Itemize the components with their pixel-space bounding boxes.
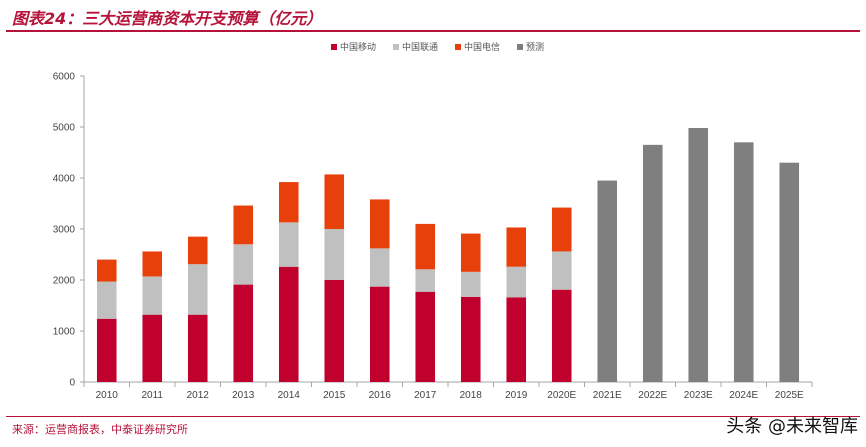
- x-tick-label: 2014: [278, 390, 301, 401]
- bar-segment: [324, 174, 345, 229]
- y-tick-label: 6000: [53, 72, 76, 83]
- x-tick-label: 2017: [414, 390, 437, 401]
- x-tick-label: 2012: [187, 390, 210, 401]
- footer-divider: [6, 416, 860, 417]
- legend-label: 预测: [526, 42, 544, 53]
- bar-segment: [460, 271, 481, 297]
- y-tick-label: 1000: [53, 327, 76, 338]
- y-tick-label: 2000: [53, 276, 76, 287]
- bar-segment: [506, 297, 527, 382]
- bar-segment: [506, 227, 527, 267]
- bar-segment: [506, 266, 527, 298]
- bar-segment: [142, 276, 163, 315]
- bar-segment: [324, 229, 345, 280]
- x-tick-label: 2025E: [775, 390, 804, 401]
- bar-segment: [233, 205, 254, 245]
- legend-swatch: [517, 44, 523, 50]
- bar-segment: [187, 236, 208, 265]
- x-tick-label: 2016: [369, 390, 392, 401]
- chart-title: 图表24：三大运营商资本开支预算（亿元）: [12, 9, 323, 28]
- legend-label: 中国电信: [464, 41, 500, 53]
- bar-segment: [187, 264, 208, 315]
- bar-segment: [142, 251, 163, 277]
- bar-segment: [688, 128, 709, 382]
- bar-segment: [369, 199, 390, 249]
- bar-segment: [779, 162, 800, 382]
- bar-segment: [642, 144, 663, 382]
- bar-segment: [415, 291, 436, 382]
- bar-segment: [187, 314, 208, 382]
- bar-segment: [96, 259, 117, 282]
- bar-segment: [551, 207, 572, 252]
- x-tick-label: 2024E: [729, 390, 758, 401]
- x-tick-label: 2023E: [684, 390, 713, 401]
- legend-label: 中国联通: [402, 41, 438, 53]
- legend-swatch: [393, 44, 399, 50]
- watermark: 头条 @未来智库: [726, 416, 858, 437]
- y-tick-label: 4000: [53, 174, 76, 185]
- bar-segment: [460, 233, 481, 272]
- x-tick-label: 2018: [460, 390, 483, 401]
- bar-segment: [369, 286, 390, 382]
- bar-segment: [597, 180, 618, 382]
- bar-segment: [96, 318, 117, 382]
- x-tick-label: 2013: [232, 390, 255, 401]
- x-tick-label: 2015: [323, 390, 346, 401]
- bar-segment: [551, 289, 572, 382]
- bar-segment: [324, 280, 345, 382]
- bar-segment: [460, 296, 481, 382]
- bar-segment: [278, 222, 299, 267]
- legend-label: 中国移动: [340, 41, 376, 53]
- bar-segment: [278, 182, 299, 223]
- x-tick-label: 2021E: [593, 390, 622, 401]
- x-tick-label: 2019: [505, 390, 528, 401]
- source-note: 来源：运营商报表，中泰证券研究所: [12, 423, 188, 436]
- title-divider: [6, 30, 860, 32]
- bar-segment: [415, 269, 436, 292]
- y-tick-label: 5000: [53, 123, 76, 134]
- bar-segment: [415, 223, 436, 270]
- bar-segment: [142, 314, 163, 382]
- x-tick-label: 2022E: [638, 390, 667, 401]
- legend-swatch: [455, 44, 461, 50]
- x-tick-label: 2011: [141, 390, 163, 401]
- bar-segment: [233, 244, 254, 285]
- bar-segment: [733, 142, 754, 382]
- bar-segment: [551, 251, 572, 290]
- x-tick-label: 2020E: [547, 390, 576, 401]
- y-tick-label: 0: [69, 378, 75, 389]
- bar-segment: [369, 248, 390, 287]
- bar-segment: [96, 281, 117, 319]
- x-tick-label: 2010: [96, 390, 119, 401]
- legend-swatch: [331, 44, 337, 50]
- bar-segment: [278, 266, 299, 382]
- bar-segment: [233, 284, 254, 382]
- y-tick-label: 3000: [53, 225, 76, 236]
